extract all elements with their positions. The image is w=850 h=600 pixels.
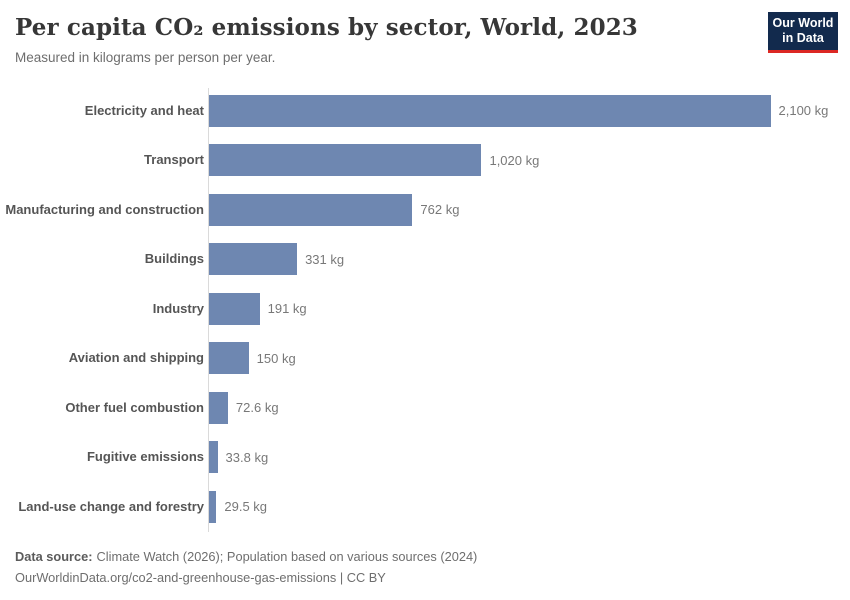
chart-subtitle: Measured in kilograms per person per yea… <box>15 50 276 65</box>
data-source-label: Data source: <box>15 549 93 564</box>
chart-footer: Data source: Climate Watch (2026); Popula… <box>15 546 477 588</box>
category-label: Transport <box>144 152 204 168</box>
value-label: 150 kg <box>256 350 296 366</box>
owid-logo[interactable]: Our World in Data <box>768 12 838 53</box>
value-label: 33.8 kg <box>225 449 269 465</box>
bar[interactable] <box>208 292 260 325</box>
owid-logo-line2: in Data <box>782 31 824 45</box>
owid-logo-line1: Our World <box>772 16 834 30</box>
category-label: Land-use change and forestry <box>18 498 204 514</box>
value-label: 2,100 kg <box>778 103 829 119</box>
category-label: Aviation and shipping <box>68 350 204 366</box>
category-label: Buildings <box>144 251 204 267</box>
citation-line: OurWorldinData.org/co2-and-greenhouse-ga… <box>15 570 386 585</box>
category-label: Industry <box>152 300 204 316</box>
value-label: 191 kg <box>267 301 307 317</box>
value-label: 72.6 kg <box>235 400 279 416</box>
y-axis-line <box>208 88 209 532</box>
bar-rows: Electricity and heat 2,100 kg Transport 1,0… <box>0 86 850 532</box>
bar-row: Manufacturing and construction 762 kg <box>0 185 850 235</box>
value-label: 29.5 kg <box>224 499 268 515</box>
value-label: 331 kg <box>305 251 345 267</box>
page-title: Per capita CO₂ emissions by sector, Worl… <box>15 14 638 41</box>
data-source-line: Data source: Climate Watch (2026); Popula… <box>15 546 477 567</box>
bar[interactable] <box>208 391 228 424</box>
category-label: Manufacturing and construction <box>5 201 204 217</box>
value-label: 1,020 kg <box>489 152 540 168</box>
bar-row: Fugitive emissions 33.8 kg <box>0 433 850 483</box>
bar[interactable] <box>208 144 482 177</box>
category-label: Electricity and heat <box>84 102 204 118</box>
bar[interactable] <box>208 441 218 474</box>
data-source-text: Climate Watch (2026); Population based o… <box>96 549 478 564</box>
category-label: Fugitive emissions <box>86 449 204 465</box>
bar[interactable] <box>208 243 298 276</box>
bar-row: Land-use change and forestry 29.5 kg <box>0 482 850 532</box>
bar-row: Electricity and heat 2,100 kg <box>0 86 850 136</box>
bar-row: Transport 1,020 kg <box>0 136 850 186</box>
bar-chart: Electricity and heat 2,100 kg Transport 1,0… <box>0 86 850 532</box>
bar-row: Buildings 331 kg <box>0 235 850 285</box>
bar[interactable] <box>208 342 249 375</box>
value-label: 762 kg <box>420 202 460 218</box>
bar-row: Other fuel combustion 72.6 kg <box>0 383 850 433</box>
bar[interactable] <box>208 490 217 523</box>
bar[interactable] <box>208 193 413 226</box>
bar[interactable] <box>208 94 771 127</box>
bar-row: Industry 191 kg <box>0 284 850 334</box>
category-label: Other fuel combustion <box>65 399 204 415</box>
bar-row: Aviation and shipping 150 kg <box>0 334 850 384</box>
